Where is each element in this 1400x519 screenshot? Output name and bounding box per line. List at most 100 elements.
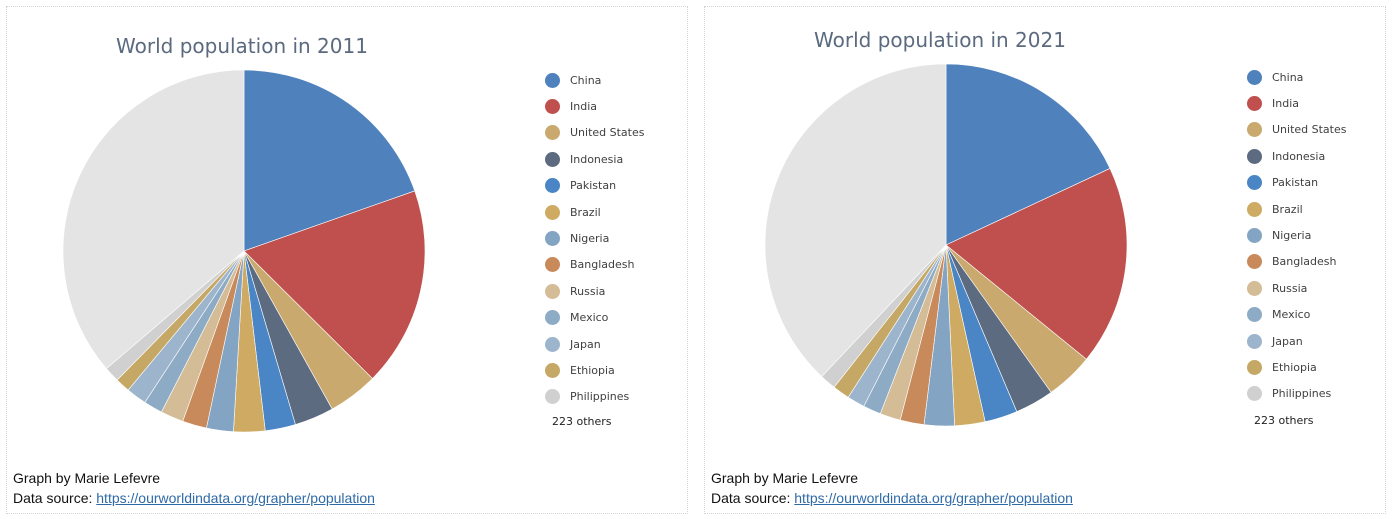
legend-swatch [1247,228,1262,244]
legend-item-ethiopia: Ethiopia [1247,354,1347,380]
legend-label: India [570,100,597,114]
legend-swatch [1247,359,1262,375]
legend-label: United States [570,126,645,140]
caption: Graph by Marie Lefevre Data source: http… [711,468,1073,508]
legend-swatch [545,336,560,352]
legend-others: 223 others [1254,414,1314,427]
pie-slice-others [764,63,947,377]
legend-item-nigeria: Nigeria [1247,222,1347,248]
legend-item-mexico: Mexico [1247,302,1347,328]
legend-swatch [545,204,560,220]
legend-item-bangladesh: Bangladesh [545,252,645,278]
legend-swatch [545,257,560,273]
legend-label: Philippines [1272,387,1332,401]
legend-swatch [1247,280,1262,296]
legend-label: Indonesia [570,152,624,166]
legend-item-brazil: Brazil [1247,196,1347,222]
pie-slice-others [62,69,245,370]
legend-item-indonesia: Indonesia [1247,143,1347,169]
legend-swatch [545,99,560,115]
source-link[interactable]: https://ourworldindata.org/grapher/popul… [96,490,375,506]
legend-swatch [1247,333,1262,349]
source-link[interactable]: https://ourworldindata.org/grapher/popul… [794,490,1073,506]
chart-panel-2021: World population in 2021 China India Unite… [704,6,1386,514]
legend-label: Nigeria [1272,229,1312,243]
pie-slice-china [945,63,1111,246]
legend-label: Bangladesh [570,258,635,272]
legend-label: Brazil [1272,202,1303,216]
chart-title: World population in 2021 [814,28,1066,52]
legend-label: Brazil [570,205,601,219]
pie-chart [62,69,426,433]
legend-label: Pakistan [570,179,617,193]
legend-swatch [1247,254,1262,270]
chart-title: World population in 2011 [116,34,368,58]
legend-item-india: India [545,93,645,119]
legend-item-indonesia: Indonesia [545,146,645,172]
legend-item-ethiopia: Ethiopia [545,357,645,383]
legend-label: Bangladesh [1272,255,1337,269]
pie-slice-india [945,168,1128,360]
caption-source-prefix: Data source: [13,490,97,506]
legend-item-united-states: United States [1247,117,1347,143]
legend-swatch [1247,201,1262,217]
caption-author: Graph by Marie Lefevre [13,470,161,486]
legend-swatch [1247,307,1262,323]
legend-swatch [545,283,560,299]
caption-source: Data source: https://ourworldindata.org/… [711,488,1073,508]
legend-label: China [1272,70,1304,84]
legend-label: China [570,73,602,87]
legend-item-russia: Russia [1247,275,1347,301]
legend-label: India [1272,97,1299,111]
legend-item-china: China [545,67,645,93]
legend: China India United States Indonesia Pakistan… [545,67,645,410]
legend-label: Japan [1272,334,1303,348]
legend-item-nigeria: Nigeria [545,225,645,251]
legend-swatch [545,72,560,88]
chart-panel-2011: World population in 2011 China India Unite… [6,6,688,514]
legend-label: Philippines [570,390,630,404]
legend-swatch [1247,386,1262,402]
legend-swatch [1247,175,1262,191]
legend-item-philippines: Philippines [545,384,645,410]
legend-label: Ethiopia [1272,360,1317,374]
legend-item-united-states: United States [545,120,645,146]
legend: China India United States Indonesia Pakistan… [1247,64,1347,407]
legend-swatch [545,178,560,194]
legend-item-brazil: Brazil [545,199,645,225]
legend-swatch [545,125,560,141]
caption-author: Graph by Marie Lefevre [711,470,859,486]
pie-slice-india [243,190,426,379]
legend-label: Nigeria [570,232,610,246]
legend-label: Indonesia [1272,149,1326,163]
caption-source-prefix: Data source: [711,490,795,506]
legend-swatch [545,231,560,247]
legend-label: Russia [570,284,606,298]
legend-label: United States [1272,123,1347,137]
legend-item-russia: Russia [545,278,645,304]
pie-chart [764,63,1128,427]
caption-source: Data source: https://ourworldindata.org/… [13,488,375,508]
legend-swatch [545,389,560,405]
legend-item-philippines: Philippines [1247,381,1347,407]
legend-item-japan: Japan [1247,328,1347,354]
legend-swatch [1247,148,1262,164]
legend-swatch [1247,69,1262,85]
legend-swatch [1247,122,1262,138]
legend-swatch [545,151,560,167]
legend-label: Japan [570,337,601,351]
legend-label: Ethiopia [570,363,615,377]
legend-label: Russia [1272,281,1308,295]
caption: Graph by Marie Lefevre Data source: http… [13,468,375,508]
legend-others: 223 others [552,415,612,428]
legend-swatch [545,362,560,378]
legend-item-china: China [1247,64,1347,90]
legend-item-bangladesh: Bangladesh [1247,249,1347,275]
legend-label: Mexico [1272,308,1311,322]
legend-item-india: India [1247,90,1347,116]
legend-item-mexico: Mexico [545,305,645,331]
legend-swatch [1247,96,1262,112]
legend-label: Pakistan [1272,176,1319,190]
legend-item-pakistan: Pakistan [545,173,645,199]
legend-label: Mexico [570,311,609,325]
